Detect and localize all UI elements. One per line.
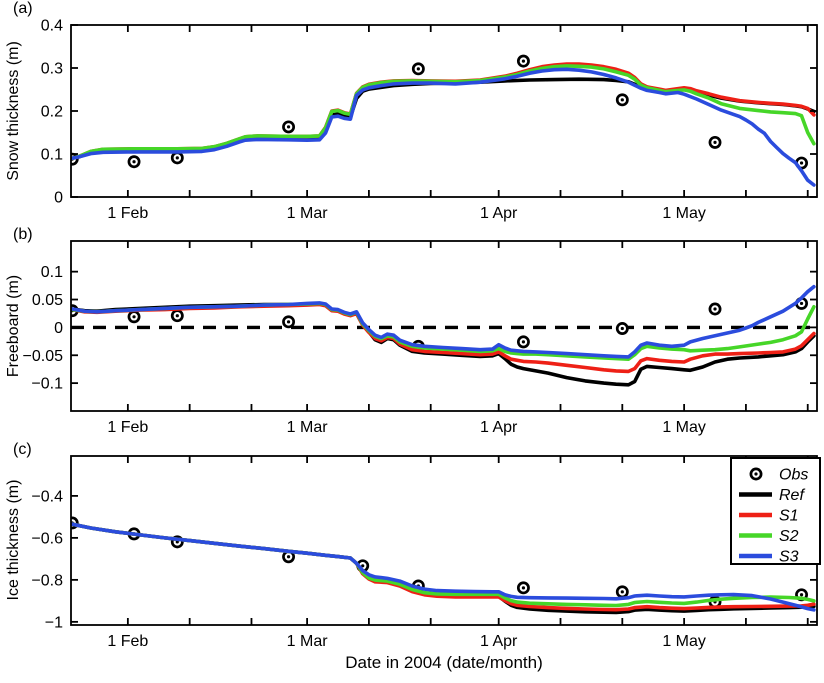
x-tick-label: 1 May	[662, 419, 706, 436]
obs-marker	[615, 93, 629, 107]
legend-label-S2: S2	[779, 528, 799, 545]
y-tick-label: 0.2	[41, 104, 63, 121]
series-line-S2	[71, 64, 816, 161]
obs-marker	[708, 135, 722, 149]
series-line-S3	[71, 522, 816, 612]
obs-marker	[282, 120, 296, 134]
y-tick-label: 0	[54, 320, 63, 337]
x-tick-label: 1 Mar	[287, 419, 329, 436]
x-tick-label: 1 Feb	[107, 205, 148, 222]
obs-marker	[708, 302, 722, 316]
y-tick-label: −0.8	[31, 572, 63, 589]
y-tick-label: −0.05	[23, 348, 64, 365]
plot-area	[71, 516, 816, 615]
legend-box	[730, 457, 821, 565]
series-line-S2	[71, 522, 816, 608]
y-tick-label: 0.1	[41, 147, 63, 164]
panel-b: 1 Feb 1 Mar 1 Apr 1 May 0.1 0.05 0 −0.05 −0.1	[23, 240, 818, 436]
legend-label-S1: S1	[779, 508, 799, 525]
series-line-Ref	[71, 522, 816, 615]
x-tick-label: 1 Apr	[480, 205, 518, 222]
series-line-S3	[71, 284, 816, 359]
plot-area	[71, 284, 817, 387]
y-tick-label: −0.4	[31, 488, 63, 505]
panel-c-ylabel: Ice thickness (m)	[5, 479, 22, 601]
y-tick-label: 0.05	[32, 292, 63, 309]
obs-marker	[411, 62, 425, 76]
legend-obs-marker-dot	[754, 472, 758, 476]
obs-marker	[615, 585, 629, 599]
legend-label-Obs: Obs	[779, 467, 808, 484]
obs-marker	[127, 310, 141, 324]
x-tick-label: 1 Mar	[287, 633, 329, 650]
panel-b-tag: (b)	[13, 226, 33, 243]
panel-c-tag: (c)	[13, 441, 32, 458]
series-line-S1	[71, 62, 816, 161]
x-tick-label: 1 Mar	[287, 205, 329, 222]
legend-label-Ref: Ref	[779, 487, 805, 504]
y-tick-label: 0.3	[41, 61, 63, 78]
x-tick-label: 1 Apr	[480, 633, 518, 650]
obs-marker	[170, 151, 184, 165]
y-tick-label: −0.6	[31, 530, 63, 547]
panel-a-ylabel: Snow thickness (m)	[5, 41, 22, 181]
obs-marker	[516, 54, 530, 68]
y-tick-label: 0	[54, 190, 63, 207]
x-tick-label: 1 Apr	[480, 419, 518, 436]
panel-b-ylabel: Freeboard (m)	[5, 274, 22, 378]
y-tick-label: −1	[45, 614, 63, 631]
axes-frame	[70, 240, 818, 412]
obs-marker	[170, 309, 184, 323]
axes-frame	[70, 24, 818, 198]
legend: Obs Ref S1 S2 S3	[730, 457, 821, 566]
series-line-S3	[71, 67, 816, 187]
obs-marker	[282, 315, 296, 329]
plot-area	[71, 54, 816, 187]
y-tick-label: 0.4	[41, 18, 63, 35]
y-tick-label: −0.1	[31, 376, 63, 393]
panel-a: 1 Feb 1 Mar 1 Apr 1 May 0 0.1 0.2 0.3 0.4	[41, 18, 818, 222]
obs-marker	[127, 155, 141, 169]
x-tick-label: 1 Feb	[107, 633, 148, 650]
x-tick-label: 1 May	[662, 205, 706, 222]
y-tick-label: 0.1	[41, 264, 63, 281]
legend-label-S3: S3	[779, 549, 799, 566]
x-tick-label: 1 May	[662, 633, 706, 650]
panel-a-tag: (a)	[13, 0, 33, 17]
series-line-S2	[71, 301, 816, 362]
obs-marker	[516, 581, 530, 595]
x-tick-label: 1 Feb	[107, 419, 148, 436]
obs-marker	[516, 335, 530, 349]
panel-c: 1 Feb 1 Mar 1 Apr 1 May −0.4 −0.6 −0.8 −1	[31, 455, 818, 650]
x-axis-label: Date in 2004 (date/month)	[345, 653, 543, 672]
obs-marker	[615, 322, 629, 335]
